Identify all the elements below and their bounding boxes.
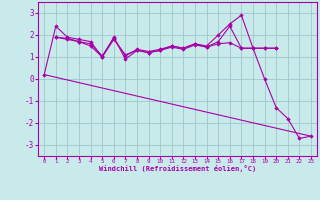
X-axis label: Windchill (Refroidissement éolien,°C): Windchill (Refroidissement éolien,°C) — [99, 165, 256, 172]
